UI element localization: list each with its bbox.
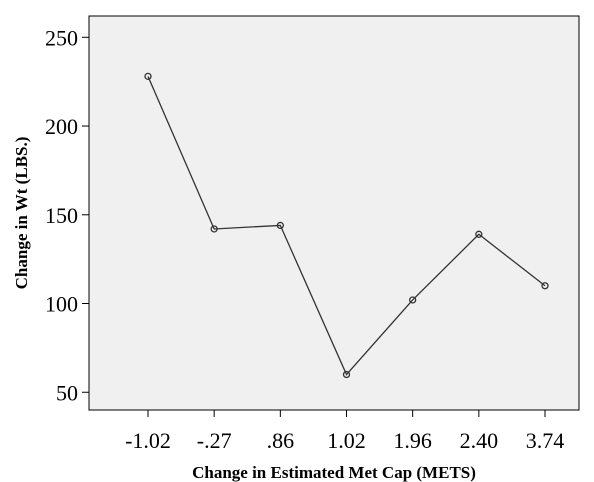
- y-axis: 50 100 150 200 250: [45, 25, 89, 405]
- x-tick-label: -1.02: [125, 428, 171, 453]
- plot-area: [88, 15, 580, 411]
- x-tick-label: 1.02: [327, 428, 366, 453]
- x-tick-label: 2.40: [460, 428, 499, 453]
- data-point: [409, 296, 417, 304]
- y-axis-title: Change in Wt (LBS.): [12, 137, 31, 290]
- x-tick-label: -.27: [197, 428, 232, 453]
- y-tick-label: 150: [45, 203, 78, 228]
- series-layer: [144, 72, 549, 379]
- y-tick-label: 100: [45, 292, 78, 317]
- x-axis: -1.02 -.27 .86 1.02 1.96 2.40 3.74: [125, 410, 564, 453]
- data-point: [541, 282, 549, 290]
- data-point: [342, 370, 351, 379]
- y-tick-label: 250: [45, 25, 78, 50]
- data-point: [210, 225, 218, 233]
- data-point: [144, 72, 152, 80]
- x-axis-title: Change in Estimated Met Cap (METS): [192, 463, 476, 482]
- data-point: [276, 221, 284, 230]
- x-tick-label: 1.96: [393, 428, 432, 453]
- x-tick-label: .86: [267, 428, 295, 453]
- y-tick-label: 200: [45, 114, 78, 139]
- y-tick-label: 50: [56, 380, 78, 405]
- x-tick-label: 3.74: [526, 428, 565, 453]
- data-point: [475, 230, 483, 238]
- series-line: [147, 76, 546, 376]
